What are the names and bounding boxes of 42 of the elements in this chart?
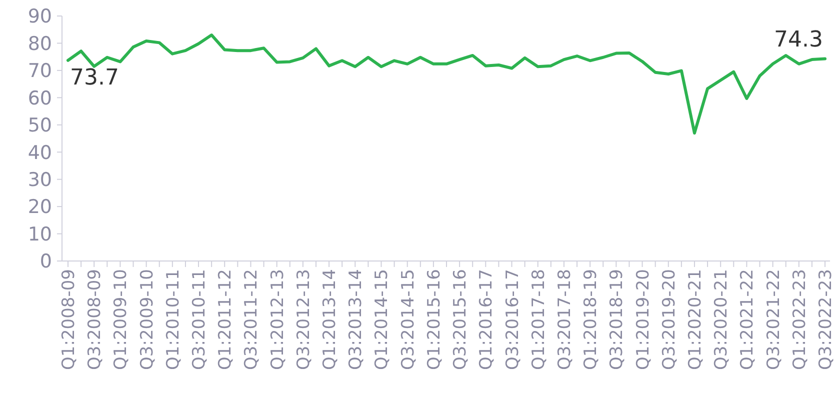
x-tick-label: Q1:2014-15 [372,269,392,370]
y-tick-label: 30 [28,168,52,191]
x-tick-label: Q3:2008-09 [85,269,106,370]
x-tick-label: Q3:2011-12 [242,269,262,370]
x-tick-label: Q3:2013-14 [346,269,366,370]
y-tick-label: 20 [28,196,52,218]
x-tick-label: Q1:2015-16 [424,269,444,370]
x-tick-label: Q1:2009-10 [111,269,132,370]
x-tick-label: Q1:2021-22 [738,269,758,370]
x-tick-label: Q1:2010-11 [163,269,184,370]
x-tick-label: Q3:2015-16 [450,269,471,370]
x-tick-label: Q1:2011-12 [216,269,236,370]
x-tick-label: Q3:2016-17 [502,269,523,370]
data-label: 73.7 [70,65,119,90]
y-tick-label: 60 [28,87,52,110]
x-tick-label: Q3:2010-11 [190,269,210,370]
x-tick-label: Q1:2008-09 [59,269,79,370]
y-tick-label: 10 [28,223,52,246]
y-tick-label: 50 [28,114,52,137]
x-tick-label: Q1:2012-13 [268,269,288,370]
x-tick-label: Q3:2009-10 [137,269,158,370]
y-tick-label: 40 [28,142,52,164]
y-tick-label: 0 [40,250,52,273]
x-tick-label: Q3:2020-21 [712,269,732,370]
x-tick-label: Q3:2021-22 [764,269,784,370]
x-tick-label: Q3:2017-18 [554,269,575,370]
data-label: 74.3 [774,28,823,53]
x-tick-label: Q3:2019-20 [659,269,680,370]
x-tick-label: Q1:2018-19 [581,269,602,370]
x-tick-label: Q1:2017-18 [528,269,549,370]
y-tick-label: 70 [28,60,52,82]
y-tick-label: 90 [28,6,52,28]
x-tick-label: Q3:2018-19 [607,269,628,370]
x-tick-label: Q1:2022-23 [790,269,810,370]
x-tick-label: Q1:2020-21 [685,269,706,370]
x-tick-label: Q1:2019-20 [633,269,654,370]
x-tick-label: Q3:2014-15 [398,269,418,370]
x-tick-label: Q3:2022-23 [816,269,836,370]
y-tick-label: 80 [28,32,52,55]
x-tick-label: Q1:2013-14 [320,269,340,370]
x-tick-label: Q3:2012-13 [294,269,314,370]
x-tick-label: Q1:2016-17 [476,269,497,370]
